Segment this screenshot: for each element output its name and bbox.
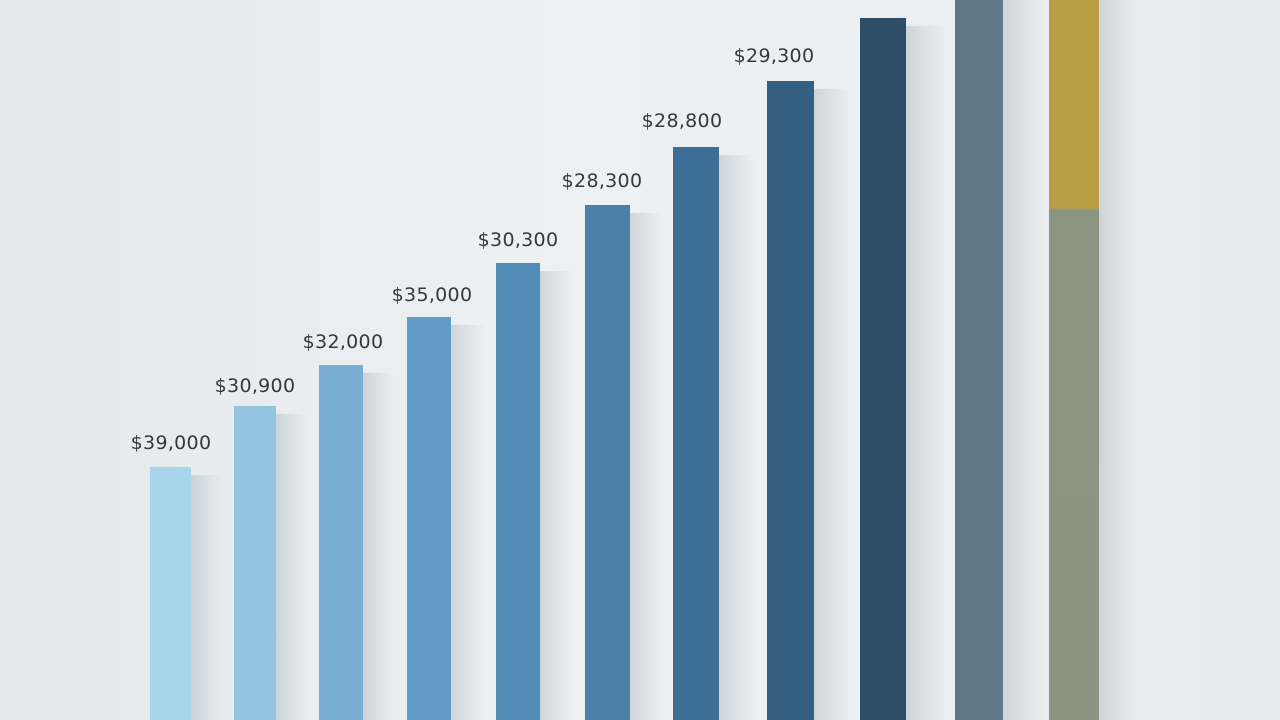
- bar-shadow: [719, 155, 755, 720]
- value-label: $28,300: [561, 170, 643, 192]
- bar: [234, 406, 276, 720]
- value-label: $32,000: [302, 331, 384, 353]
- bar: [150, 467, 191, 720]
- bar: [673, 147, 719, 720]
- bar-shadow: [1099, 0, 1139, 720]
- bar-shadow: [191, 475, 223, 720]
- bar: [319, 365, 363, 720]
- bar-shadow: [630, 213, 664, 720]
- bar-shadow: [276, 414, 308, 720]
- value-label: $29,300: [733, 45, 815, 67]
- bar-shadow: [906, 26, 946, 720]
- bar: [407, 317, 451, 720]
- bar-shadow: [814, 89, 850, 720]
- value-label: $28,800: [641, 110, 723, 132]
- bar: [1049, 0, 1099, 720]
- value-label: $30,900: [214, 375, 296, 397]
- bar: [955, 0, 1003, 720]
- bar: [585, 205, 630, 720]
- bar: [496, 263, 540, 720]
- bar: [860, 18, 906, 720]
- bar-shadow: [540, 271, 574, 720]
- bar-shadow: [451, 325, 485, 720]
- value-label: $30,300: [477, 229, 559, 251]
- bar-shadow: [363, 373, 395, 720]
- bar: [767, 81, 814, 720]
- bar-shadow: [1003, 0, 1043, 720]
- value-label: $39,000: [130, 432, 212, 454]
- value-label: $35,000: [391, 284, 473, 306]
